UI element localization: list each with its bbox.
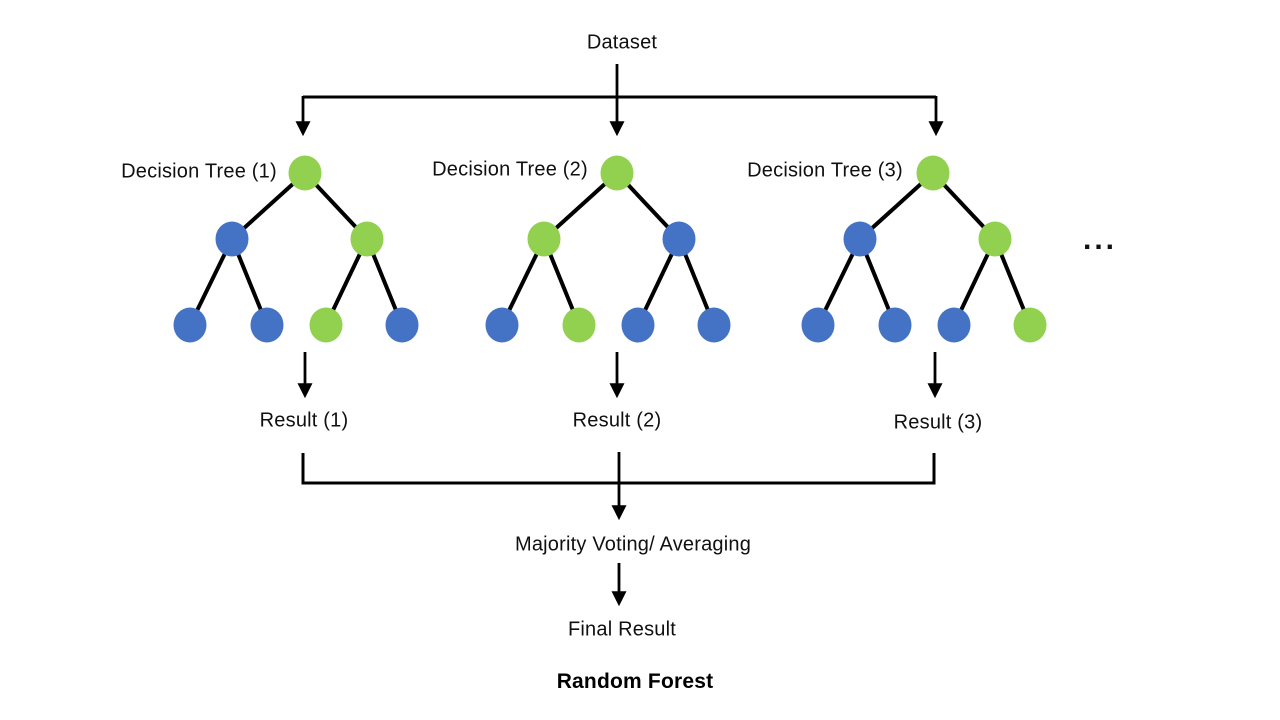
tree-label-1: Decision Tree (1) <box>121 160 277 183</box>
tree-node-blue <box>485 307 519 343</box>
dataset-label: Dataset <box>586 31 658 54</box>
tree-node-green <box>916 155 950 191</box>
tree-label-2: Decision Tree (2) <box>432 158 588 181</box>
tree-node-green <box>350 221 384 257</box>
result-label-3: Result (3) <box>893 411 983 434</box>
tree-node-blue <box>250 307 284 343</box>
tree-node-blue <box>662 221 696 257</box>
tree-node-blue <box>801 307 835 343</box>
more-trees-ellipsis: ... <box>1082 223 1118 256</box>
result-label-2: Result (2) <box>572 409 662 432</box>
diagram-title: Random Forest <box>556 670 714 693</box>
tree-node-blue <box>878 307 912 343</box>
tree-node-blue <box>215 221 249 257</box>
tree-node-green <box>978 221 1012 257</box>
tree-label-3: Decision Tree (3) <box>747 159 903 182</box>
tree-node-blue <box>697 307 731 343</box>
tree-node-blue <box>173 307 207 343</box>
tree-node-green <box>527 221 561 257</box>
tree-node-green <box>309 307 343 343</box>
result-label-1: Result (1) <box>259 409 349 432</box>
final-result-label: Final Result <box>568 618 676 641</box>
tree-node-blue <box>843 221 877 257</box>
tree-node-blue <box>385 307 419 343</box>
tree-node-green <box>1013 307 1047 343</box>
tree-node-blue <box>937 307 971 343</box>
tree-nodes-layer <box>173 155 1047 343</box>
tree-node-blue <box>621 307 655 343</box>
tree-node-green <box>600 155 634 191</box>
tree-node-green <box>288 155 322 191</box>
tree-node-green <box>562 307 596 343</box>
majority-voting-label: Majority Voting/ Averaging <box>514 533 752 556</box>
